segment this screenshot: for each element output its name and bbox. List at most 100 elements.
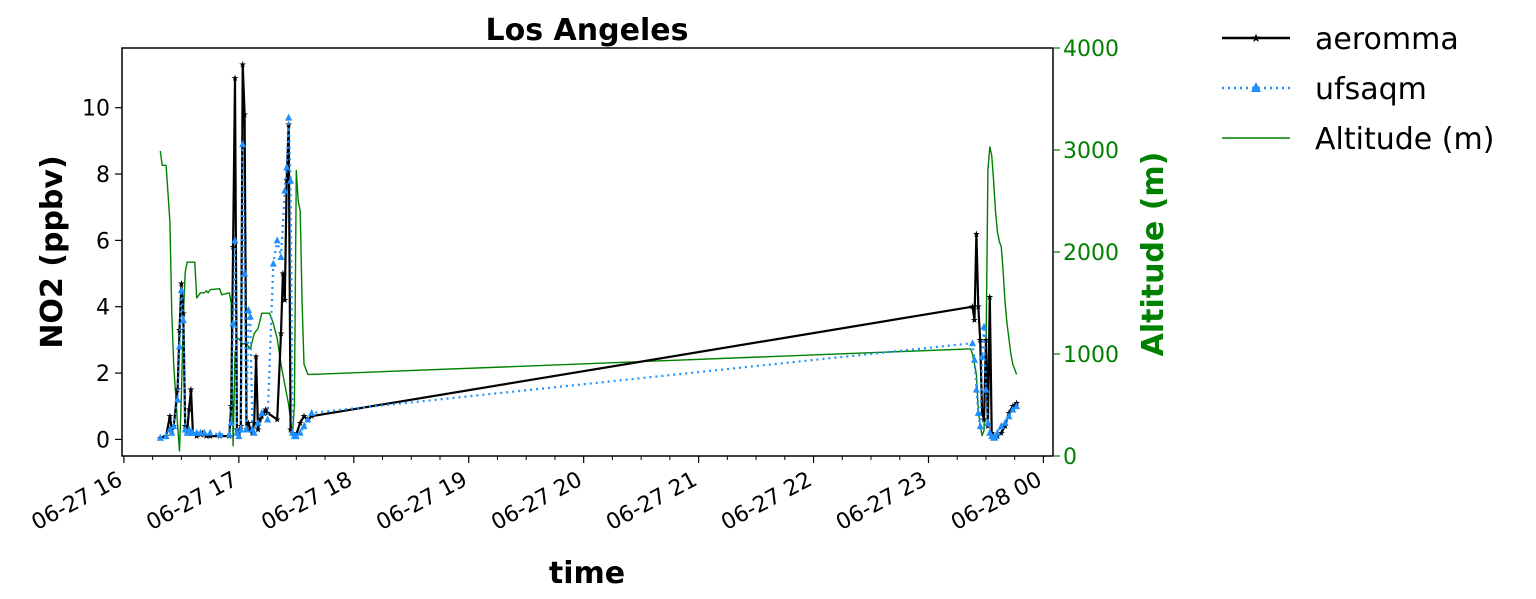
- chart-title: Los Angeles: [486, 13, 689, 48]
- data-point: [177, 286, 185, 294]
- y2-tick-label: 1000: [1063, 343, 1119, 368]
- series-altitude-m: [159, 146, 1018, 452]
- data-point: ★: [252, 352, 260, 362]
- data-point: ★: [970, 316, 978, 326]
- data-point: [200, 428, 208, 436]
- data-point: ★: [974, 303, 982, 313]
- legend: ★ aeromma ufsaqm Altitude (m): [1222, 22, 1494, 157]
- y-tick-label: 10: [82, 97, 110, 122]
- data-point: ★: [202, 432, 210, 442]
- data-point: [227, 418, 235, 426]
- data-point: ★: [976, 336, 984, 346]
- data-point: [231, 236, 239, 244]
- data-point: [993, 428, 1001, 436]
- legend-marker-aeromma: ★: [1251, 31, 1262, 45]
- data-point: ★: [254, 425, 262, 435]
- data-point: [241, 269, 249, 277]
- legend-marker-ufsaqm: [1251, 82, 1261, 92]
- data-point: [264, 415, 272, 423]
- data-point: ★: [969, 303, 977, 313]
- data-point: [1005, 412, 1013, 420]
- legend-entry-ufsaqm: ufsaqm: [1222, 72, 1427, 107]
- data-point: ★: [997, 429, 1005, 439]
- data-point: [246, 312, 254, 320]
- data-point: [1009, 405, 1017, 413]
- data-point: ★: [986, 293, 994, 303]
- data-point: [285, 113, 293, 121]
- data-point: ★: [244, 419, 252, 429]
- data-point: ★: [281, 296, 289, 306]
- legend-label-aeromma: aeromma: [1315, 22, 1459, 57]
- x-axis-title: time: [549, 556, 625, 591]
- series-ufsaqm: [156, 113, 1021, 441]
- data-point: [243, 425, 251, 433]
- y2-axis-title: Altitude (m): [1136, 152, 1171, 357]
- y-axis-title: NO2 (ppbv): [35, 155, 70, 348]
- data-point: ★: [187, 386, 195, 396]
- data-point: [250, 428, 258, 436]
- data-point: [304, 415, 312, 423]
- series-layer: ★★★★★★★★ ★★★★★★★★★★★★★★★★★★★★★★★★ ★★★★★★★★…: [156, 61, 1021, 452]
- y-tick-label: 2: [96, 362, 110, 387]
- legend-label-altitude: Altitude (m): [1315, 122, 1494, 157]
- data-point: [974, 408, 982, 416]
- data-point: [244, 306, 252, 314]
- data-point: ★: [241, 110, 249, 120]
- data-point: [976, 422, 984, 430]
- x-tick-label: 06-27 19: [372, 467, 471, 536]
- data-point: [237, 425, 245, 433]
- data-point: ★: [256, 416, 264, 426]
- data-point: [239, 140, 247, 148]
- data-point: [296, 428, 304, 436]
- x-tick-label: 06-27 23: [832, 467, 931, 536]
- data-point: [168, 428, 176, 436]
- y-tick-label: 4: [96, 296, 110, 321]
- data-point: [984, 418, 992, 426]
- data-point: ★: [250, 419, 258, 429]
- data-point: ★: [277, 329, 285, 339]
- data-point: [287, 176, 295, 184]
- data-point: [175, 342, 183, 350]
- data-point: ★: [177, 280, 185, 290]
- data-point: [170, 422, 178, 430]
- data-point: [1001, 418, 1009, 426]
- series-line-altitude-m: [159, 146, 1018, 452]
- data-point: [972, 385, 980, 393]
- y2-axis-ticks: 0 1000 2000 3000 4000: [1053, 37, 1119, 470]
- data-point: [225, 430, 233, 438]
- data-point: [229, 319, 237, 327]
- x-tick-label: 06-27 16: [28, 467, 127, 536]
- data-point: [162, 432, 170, 440]
- data-point: [273, 236, 281, 244]
- data-point: ★: [175, 326, 183, 336]
- data-point: [292, 432, 300, 440]
- data-point: ★: [279, 270, 287, 280]
- data-point: [283, 163, 291, 171]
- data-point: [1013, 402, 1021, 410]
- data-point: [258, 408, 266, 416]
- data-point: [300, 422, 308, 430]
- x-tick-label: 06-27 17: [143, 467, 242, 536]
- data-point: ★: [273, 416, 281, 426]
- data-point: [978, 352, 986, 360]
- data-point: [308, 408, 316, 416]
- data-point: ★: [262, 406, 270, 416]
- data-point: ★: [308, 412, 316, 422]
- data-point: ★: [166, 412, 174, 422]
- data-point: [174, 395, 182, 403]
- data-point: ★: [285, 120, 293, 130]
- data-point: ★: [982, 336, 990, 346]
- data-point: ★: [206, 432, 214, 442]
- data-point: [970, 355, 978, 363]
- data-point: [281, 186, 289, 194]
- data-point: ★: [287, 425, 295, 435]
- data-point: ★: [229, 243, 237, 253]
- data-point: [269, 259, 277, 267]
- data-point: [980, 322, 988, 330]
- data-point: [216, 430, 224, 438]
- data-point: [179, 316, 187, 323]
- legend-label-ufsaqm: ufsaqm: [1315, 72, 1427, 107]
- data-point: ★: [258, 412, 266, 422]
- x-tick-label: 06-27 18: [258, 467, 357, 536]
